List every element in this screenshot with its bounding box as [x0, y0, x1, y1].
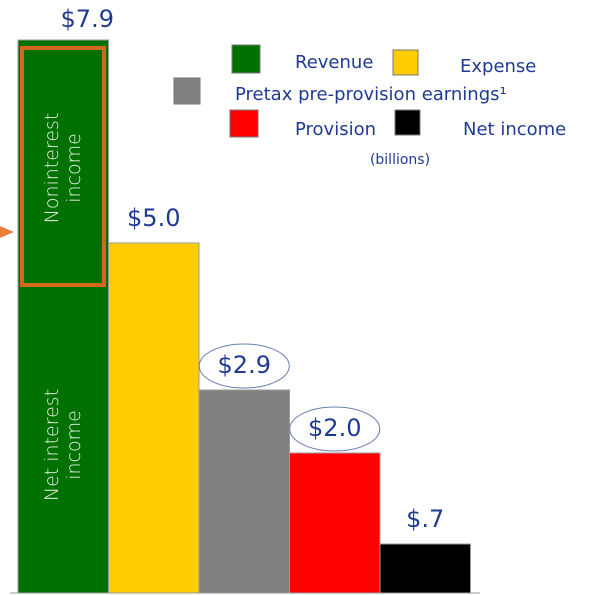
legend-label: Expense	[460, 56, 536, 77]
legend-swatch	[394, 109, 421, 136]
bar	[198, 389, 290, 594]
legend-swatch	[231, 44, 261, 74]
legend-label: Provision	[295, 119, 376, 140]
value-label: $.7	[406, 505, 444, 533]
legend-swatch	[392, 49, 419, 76]
unit-note: (billions)	[370, 152, 430, 168]
legend-label: Net income	[463, 119, 566, 140]
highlight-ellipse	[198, 343, 290, 389]
inner-label-line: income	[63, 410, 85, 480]
bar	[17, 39, 109, 594]
legend-label: Revenue	[295, 52, 373, 73]
legend-swatch	[229, 109, 259, 138]
legend-label: Pretax pre-provision earnings¹	[235, 84, 507, 105]
inner-label: Net interestincome	[41, 389, 85, 501]
inner-label-line: Noninterest	[41, 113, 63, 224]
value-label: $2.0	[308, 414, 361, 442]
inner-label-line: income	[63, 133, 85, 203]
bar	[379, 543, 471, 594]
bar	[289, 452, 381, 594]
highlight-ellipse	[289, 406, 381, 452]
value-label: $7.9	[61, 5, 114, 33]
pointer-arrow	[0, 226, 14, 238]
value-label: $2.9	[218, 351, 271, 379]
bar	[108, 242, 200, 594]
inner-label: Noninterestincome	[41, 113, 85, 224]
legend-swatch	[173, 77, 201, 105]
value-label: $5.0	[127, 204, 180, 232]
noninterest-box	[20, 46, 106, 287]
inner-label-line: Net interest	[41, 389, 63, 501]
